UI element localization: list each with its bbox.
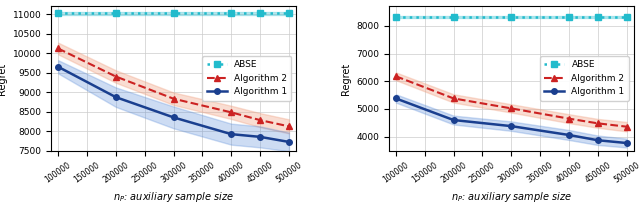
Algorithm 1 [227, 133, 235, 135]
Y-axis label: Regret: Regret [0, 62, 7, 95]
Algorithm 1 [623, 142, 630, 144]
Algorithm 2 [112, 75, 120, 78]
Algorithm 2 [450, 97, 458, 100]
Algorithm 1 [508, 125, 515, 127]
ABSE [54, 12, 62, 15]
Algorithm 2 [54, 47, 62, 50]
ABSE [623, 15, 630, 18]
Algorithm 1 [392, 97, 399, 100]
ABSE [285, 12, 293, 15]
Algorithm 1 [594, 139, 602, 141]
Algorithm 2 [623, 125, 630, 128]
Algorithm 1 [54, 66, 62, 68]
Y-axis label: Regret: Regret [340, 62, 351, 95]
Line: ABSE: ABSE [55, 11, 292, 16]
Line: Algorithm 2: Algorithm 2 [393, 73, 630, 130]
Legend: ABSE, Algorithm 2, Algorithm 1: ABSE, Algorithm 2, Algorithm 1 [540, 56, 629, 101]
Algorithm 1 [285, 141, 293, 143]
Line: Algorithm 1: Algorithm 1 [393, 96, 630, 146]
Algorithm 2 [227, 111, 235, 114]
X-axis label: $n_P$: auxiliary sample size: $n_P$: auxiliary sample size [451, 190, 572, 204]
ABSE [565, 15, 573, 18]
Algorithm 2 [392, 75, 399, 78]
Line: Algorithm 2: Algorithm 2 [55, 45, 292, 129]
ABSE [508, 15, 515, 18]
ABSE [170, 12, 177, 15]
ABSE [594, 15, 602, 18]
Algorithm 1 [256, 136, 264, 138]
Algorithm 2 [256, 119, 264, 121]
ABSE [450, 15, 458, 18]
Algorithm 2 [285, 125, 293, 128]
ABSE [392, 15, 399, 18]
Algorithm 2 [170, 97, 177, 100]
Legend: ABSE, Algorithm 2, Algorithm 1: ABSE, Algorithm 2, Algorithm 1 [202, 56, 291, 101]
X-axis label: $n_P$: auxiliary sample size: $n_P$: auxiliary sample size [113, 190, 234, 204]
Algorithm 1 [170, 116, 177, 119]
Algorithm 1 [565, 134, 573, 136]
Line: ABSE: ABSE [393, 14, 630, 20]
Algorithm 1 [112, 96, 120, 98]
Algorithm 2 [508, 107, 515, 110]
Algorithm 2 [594, 122, 602, 125]
ABSE [256, 12, 264, 15]
ABSE [227, 12, 235, 15]
ABSE [112, 12, 120, 15]
Line: Algorithm 1: Algorithm 1 [55, 64, 292, 145]
Algorithm 2 [565, 117, 573, 120]
Algorithm 1 [450, 119, 458, 121]
